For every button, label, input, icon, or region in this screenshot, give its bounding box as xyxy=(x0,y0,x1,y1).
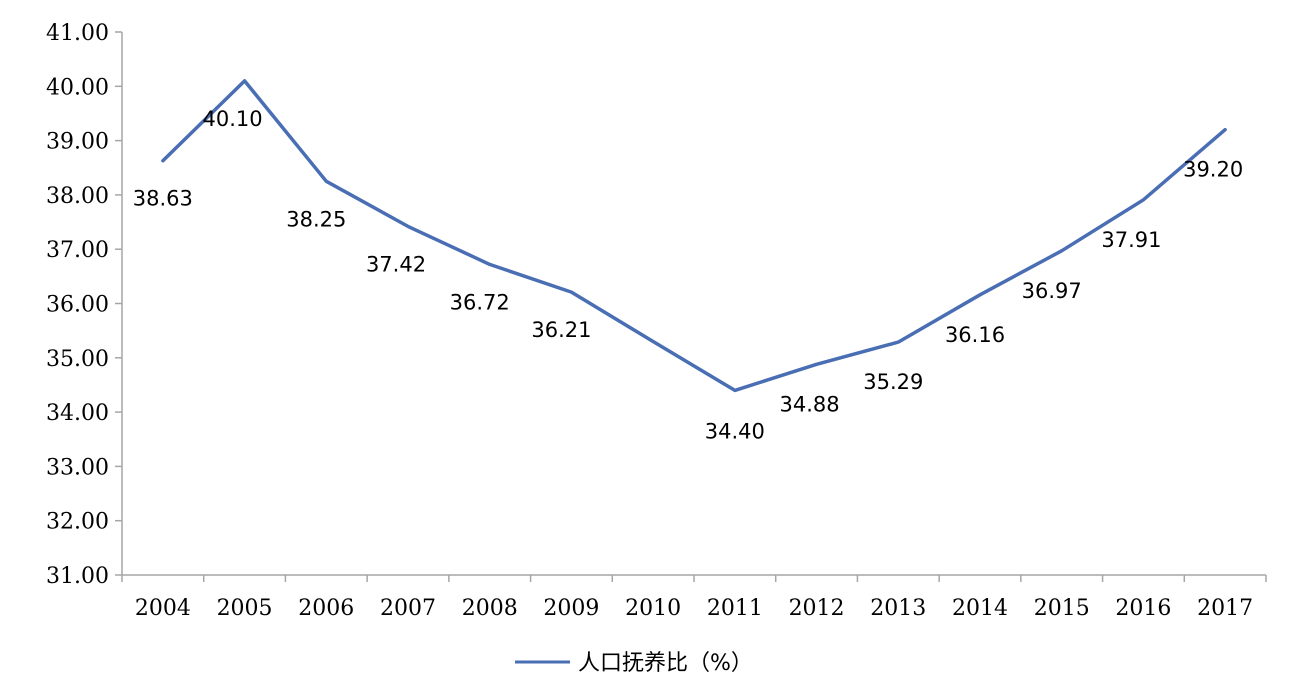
x-axis: 2004 2005 2006 2007 2008 2009 2010 2011 2012 2013… xyxy=(121,574,1267,621)
x-tick-label: 2005 xyxy=(217,596,273,621)
data-label: 35.29 xyxy=(863,370,923,394)
y-tick-label: 40.00 xyxy=(46,75,109,100)
x-tick-label: 2009 xyxy=(543,596,599,621)
x-tick-label: 2016 xyxy=(1115,596,1171,621)
legend-label: 人口抚养比（%） xyxy=(578,651,753,676)
y-tick-label: 35.00 xyxy=(46,347,109,372)
data-label: 40.10 xyxy=(203,107,263,131)
data-label: 36.72 xyxy=(450,290,510,314)
data-label: 36.16 xyxy=(945,323,1005,347)
y-axis: 31.00 32.00 33.00 34.00 35.00 36.00 37.00 38.00… xyxy=(46,21,123,589)
data-label: 36.21 xyxy=(531,318,591,342)
x-tick-label: 2015 xyxy=(1034,596,1090,621)
x-tick-label: 2012 xyxy=(789,596,845,621)
y-tick-label: 31.00 xyxy=(46,564,109,589)
x-tick-label: 2006 xyxy=(298,596,354,621)
data-label: 38.25 xyxy=(286,207,346,231)
x-tick-label: 2004 xyxy=(135,596,191,621)
y-tick-label: 37.00 xyxy=(46,238,109,263)
y-tick-label: 34.00 xyxy=(46,401,109,426)
x-tick-label: 2017 xyxy=(1197,596,1253,621)
series-layer xyxy=(161,79,1227,393)
data-label: 34.40 xyxy=(705,419,765,443)
y-tick-label: 36.00 xyxy=(46,293,109,318)
data-label: 37.42 xyxy=(366,252,426,276)
data-label: 38.63 xyxy=(133,187,193,211)
legend: 人口抚养比（%） xyxy=(515,651,753,676)
x-tick-label: 2011 xyxy=(707,596,763,621)
y-tick-label: 39.00 xyxy=(46,130,109,155)
x-tick-label: 2008 xyxy=(462,596,518,621)
data-label: 39.20 xyxy=(1183,158,1243,182)
y-tick-label: 41.00 xyxy=(46,21,109,46)
y-tick-label: 38.00 xyxy=(46,184,109,209)
data-labels: 38.63 40.10 38.25 37.42 36.72 36.21 34.40 34.88… xyxy=(133,107,1243,444)
data-label: 37.91 xyxy=(1101,228,1161,252)
data-label: 34.88 xyxy=(780,392,840,416)
x-tick-label: 2013 xyxy=(870,596,926,621)
series-line xyxy=(161,79,1227,393)
data-label: 36.97 xyxy=(1022,279,1082,303)
y-tick-label: 32.00 xyxy=(46,510,109,535)
x-tick-label: 2007 xyxy=(380,596,436,621)
x-tick-label: 2014 xyxy=(952,596,1008,621)
x-tick-label: 2010 xyxy=(625,596,681,621)
y-tick-label: 33.00 xyxy=(46,455,109,480)
